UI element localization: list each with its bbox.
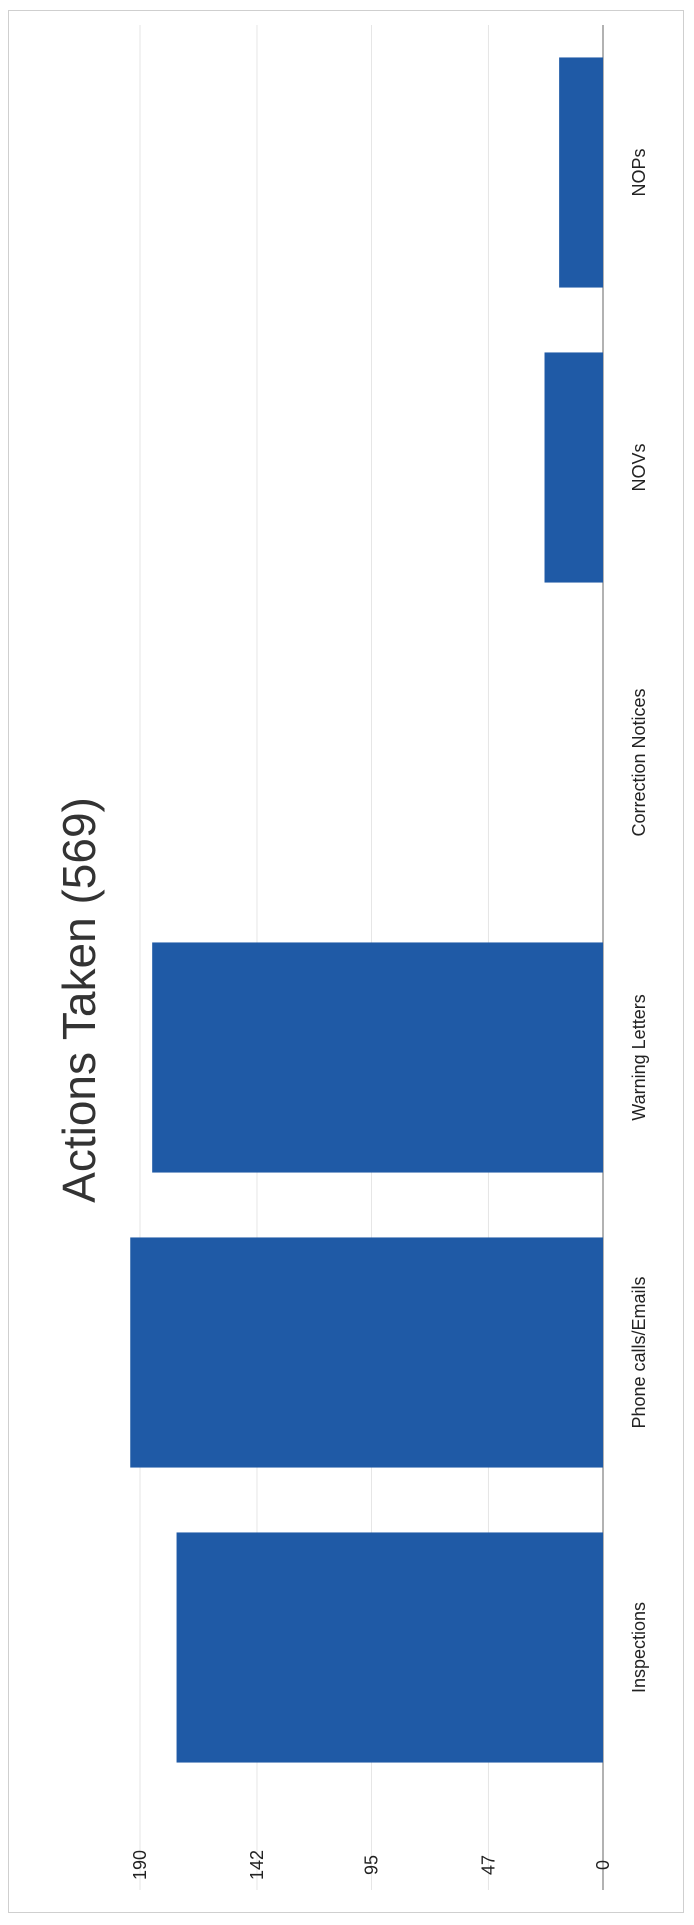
- value-tick-label: 142: [247, 1850, 267, 1880]
- category-label: NOVs: [629, 443, 649, 491]
- category-label: Inspections: [629, 1602, 649, 1693]
- bar: [176, 1532, 604, 1763]
- value-tick-label: 47: [478, 1855, 498, 1875]
- bar: [152, 942, 603, 1173]
- category-label: Phone calls/Emails: [629, 1276, 649, 1428]
- value-tick-label: 190: [130, 1850, 150, 1880]
- category-label: Warning Letters: [629, 994, 649, 1120]
- category-label: Correction Notices: [629, 688, 649, 836]
- chart-title: Actions Taken (569): [53, 797, 105, 1203]
- value-tick-label: 95: [362, 1855, 382, 1875]
- value-tick-label: 0: [593, 1860, 613, 1870]
- bar: [130, 1237, 603, 1468]
- category-label: NOPs: [629, 148, 649, 196]
- category-labels: Inspections Phone calls/Emails Warning Let…: [629, 148, 649, 1693]
- bar: [544, 352, 603, 583]
- bar: [559, 57, 603, 288]
- value-axis-ticks: 0 47 95 142 190: [130, 1850, 613, 1880]
- bars: [130, 57, 604, 1763]
